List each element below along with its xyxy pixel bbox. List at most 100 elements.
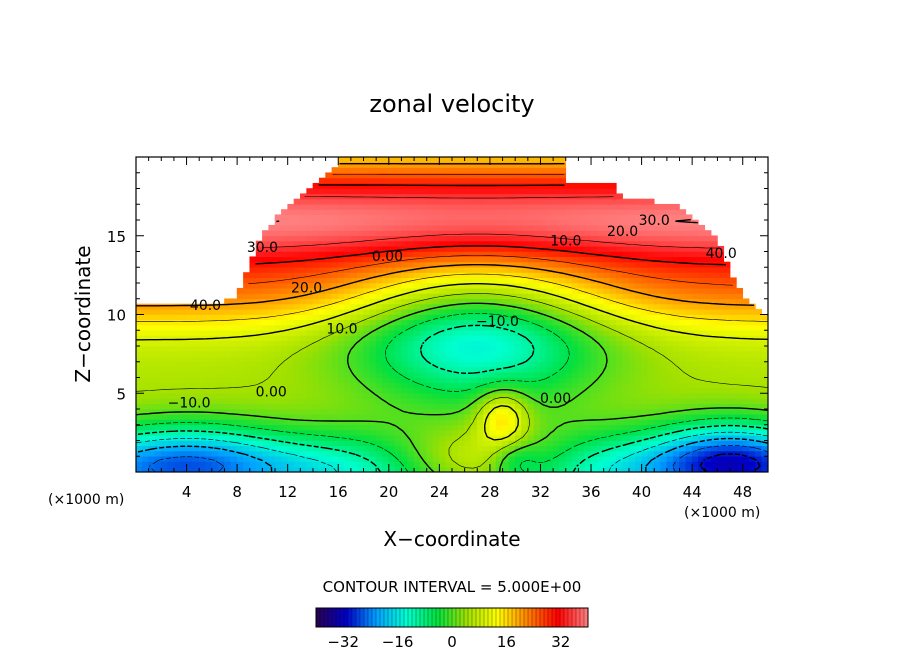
field-cell xyxy=(439,308,446,315)
field-cell xyxy=(616,303,623,310)
field-cell xyxy=(401,177,409,184)
field-cell xyxy=(546,382,554,389)
field-cell xyxy=(262,345,270,352)
field-cell xyxy=(761,392,768,399)
field-cell xyxy=(533,235,541,242)
field-cell xyxy=(742,450,750,457)
field-cell xyxy=(287,209,295,216)
field-cell xyxy=(755,366,762,373)
field-cell xyxy=(710,371,718,378)
field-cell xyxy=(660,214,668,221)
field-cell xyxy=(375,408,383,415)
field-cell xyxy=(685,293,693,300)
field-cell xyxy=(350,293,358,300)
field-cell xyxy=(704,366,712,373)
field-cell xyxy=(439,419,446,426)
field-cell xyxy=(186,424,194,431)
field-cell xyxy=(160,356,168,363)
field-cell xyxy=(325,419,333,426)
field-cell xyxy=(274,350,282,357)
field-cell xyxy=(502,224,510,231)
field-cell xyxy=(609,277,617,284)
field-cell xyxy=(616,319,623,326)
field-cell xyxy=(230,324,238,331)
field-cell xyxy=(148,335,156,342)
field-cell xyxy=(603,277,611,284)
field-cell xyxy=(691,450,699,457)
field-cell xyxy=(521,172,529,179)
field-cell xyxy=(609,293,617,300)
field-cell xyxy=(394,203,402,210)
field-cell xyxy=(578,377,586,384)
field-cell xyxy=(318,429,326,436)
field-cell xyxy=(432,350,440,357)
contour-line xyxy=(136,273,768,322)
field-cell xyxy=(622,256,630,263)
field-cell xyxy=(489,440,497,447)
field-cell xyxy=(293,261,301,268)
field-cell xyxy=(476,177,484,184)
field-cell xyxy=(540,429,548,436)
field-cell xyxy=(344,340,352,347)
field-cell xyxy=(388,303,396,310)
field-cell xyxy=(445,466,453,472)
field-cell xyxy=(704,434,712,441)
field-cell xyxy=(508,198,516,205)
field-cell xyxy=(729,413,737,420)
field-cell xyxy=(262,335,270,342)
field-cell xyxy=(710,403,718,410)
field-cell xyxy=(420,230,428,237)
field-cell xyxy=(653,434,661,441)
field-cell xyxy=(628,209,636,216)
field-cell xyxy=(344,434,352,441)
field-cell xyxy=(312,455,320,462)
field-cell xyxy=(344,303,352,310)
field-cell xyxy=(432,256,440,263)
field-cell xyxy=(634,251,642,258)
field-cell xyxy=(483,256,491,263)
field-cell xyxy=(243,314,251,321)
field-cell xyxy=(217,455,225,462)
field-cell xyxy=(698,308,706,315)
field-cell xyxy=(540,350,548,357)
field-cell xyxy=(268,277,276,284)
field-cell xyxy=(306,203,314,210)
field-cell xyxy=(476,172,484,179)
field-cell xyxy=(262,408,270,415)
field-cell xyxy=(344,157,352,163)
field-cell xyxy=(293,219,301,226)
field-cell xyxy=(748,398,756,405)
field-cell xyxy=(401,361,409,368)
field-cell xyxy=(136,329,143,336)
field-cell xyxy=(407,308,415,315)
field-cell xyxy=(249,434,257,441)
field-cell xyxy=(660,272,668,279)
field-cell xyxy=(514,287,522,294)
field-cell xyxy=(451,314,459,321)
field-cell xyxy=(603,419,611,426)
field-cell xyxy=(287,277,295,284)
field-cell xyxy=(748,329,756,336)
field-cell xyxy=(350,224,358,231)
field-cell xyxy=(464,277,472,284)
field-cell xyxy=(476,461,484,468)
field-cell xyxy=(679,224,687,231)
field-cell xyxy=(318,466,326,472)
field-cell xyxy=(521,450,529,457)
field-cell xyxy=(489,392,497,399)
field-cell xyxy=(464,366,472,373)
field-cell xyxy=(224,308,232,315)
field-cell xyxy=(306,329,314,336)
field-cell xyxy=(420,235,428,242)
field-cell xyxy=(578,434,586,441)
field-cell xyxy=(755,403,762,410)
field-cell xyxy=(565,198,573,205)
field-cell xyxy=(306,366,314,373)
field-cell xyxy=(571,277,579,284)
field-cell xyxy=(521,251,529,258)
field-cell xyxy=(439,203,446,210)
field-cell xyxy=(666,398,674,405)
field-cell xyxy=(698,319,706,326)
field-cell xyxy=(401,434,409,441)
field-cell xyxy=(445,419,453,426)
